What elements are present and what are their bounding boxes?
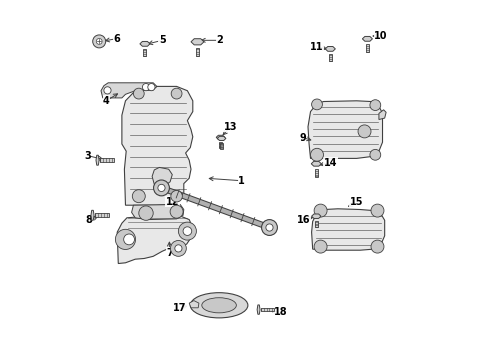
Bar [219,142,222,148]
Polygon shape [325,46,335,51]
Polygon shape [257,305,260,314]
Circle shape [311,148,323,161]
Text: 7: 7 [166,248,173,258]
Polygon shape [191,39,204,45]
Polygon shape [308,101,383,158]
Polygon shape [132,204,184,220]
Circle shape [153,180,170,196]
Polygon shape [140,41,150,46]
Text: 9: 9 [299,132,306,143]
Circle shape [314,240,327,253]
Circle shape [123,234,134,245]
Polygon shape [217,136,226,140]
Bar [261,308,274,311]
Circle shape [170,205,183,218]
Bar [315,169,318,177]
Polygon shape [152,167,172,185]
Polygon shape [91,210,94,220]
Bar [315,221,318,227]
Ellipse shape [202,298,236,313]
Text: 18: 18 [273,307,287,318]
Circle shape [139,206,153,220]
Circle shape [132,190,145,203]
Circle shape [371,240,384,253]
Circle shape [148,84,155,91]
Polygon shape [312,209,385,250]
Polygon shape [216,135,225,139]
Circle shape [158,184,165,192]
Bar [95,213,109,217]
Circle shape [312,99,322,110]
Circle shape [262,220,277,235]
Bar [366,44,369,52]
Circle shape [171,190,182,202]
Text: 2: 2 [217,35,223,45]
Circle shape [178,222,196,240]
Circle shape [183,227,192,235]
Circle shape [104,87,111,94]
Circle shape [266,224,273,231]
Polygon shape [189,301,199,308]
Polygon shape [96,155,99,165]
Circle shape [371,204,384,217]
Polygon shape [312,214,321,219]
Circle shape [314,204,327,217]
Polygon shape [117,213,193,264]
Text: 11: 11 [310,42,324,52]
Bar [100,158,115,162]
Polygon shape [379,110,386,120]
Polygon shape [101,83,157,98]
Polygon shape [311,161,321,166]
Text: 12: 12 [166,197,179,207]
Bar [329,54,332,61]
Text: 4: 4 [103,96,110,106]
Text: 6: 6 [114,33,121,44]
Circle shape [175,245,182,252]
Ellipse shape [190,293,248,318]
Circle shape [370,100,381,111]
Polygon shape [122,86,193,205]
Polygon shape [363,36,372,41]
Circle shape [358,125,371,138]
Circle shape [171,240,186,256]
Text: 13: 13 [224,122,237,132]
Circle shape [143,84,149,91]
Text: 1: 1 [238,176,245,186]
Circle shape [370,149,381,160]
Circle shape [96,39,102,44]
Text: 17: 17 [173,303,186,313]
Text: 8: 8 [85,215,92,225]
Circle shape [93,35,106,48]
Circle shape [116,229,136,249]
Bar [196,48,199,56]
Text: 10: 10 [374,31,388,41]
Text: 3: 3 [84,150,91,161]
Text: 14: 14 [324,158,338,168]
Bar [220,143,223,149]
Bar [144,49,147,56]
Text: 5: 5 [159,35,166,45]
Circle shape [133,88,144,99]
Text: 16: 16 [296,215,310,225]
Text: 15: 15 [350,197,364,207]
Circle shape [171,88,182,99]
